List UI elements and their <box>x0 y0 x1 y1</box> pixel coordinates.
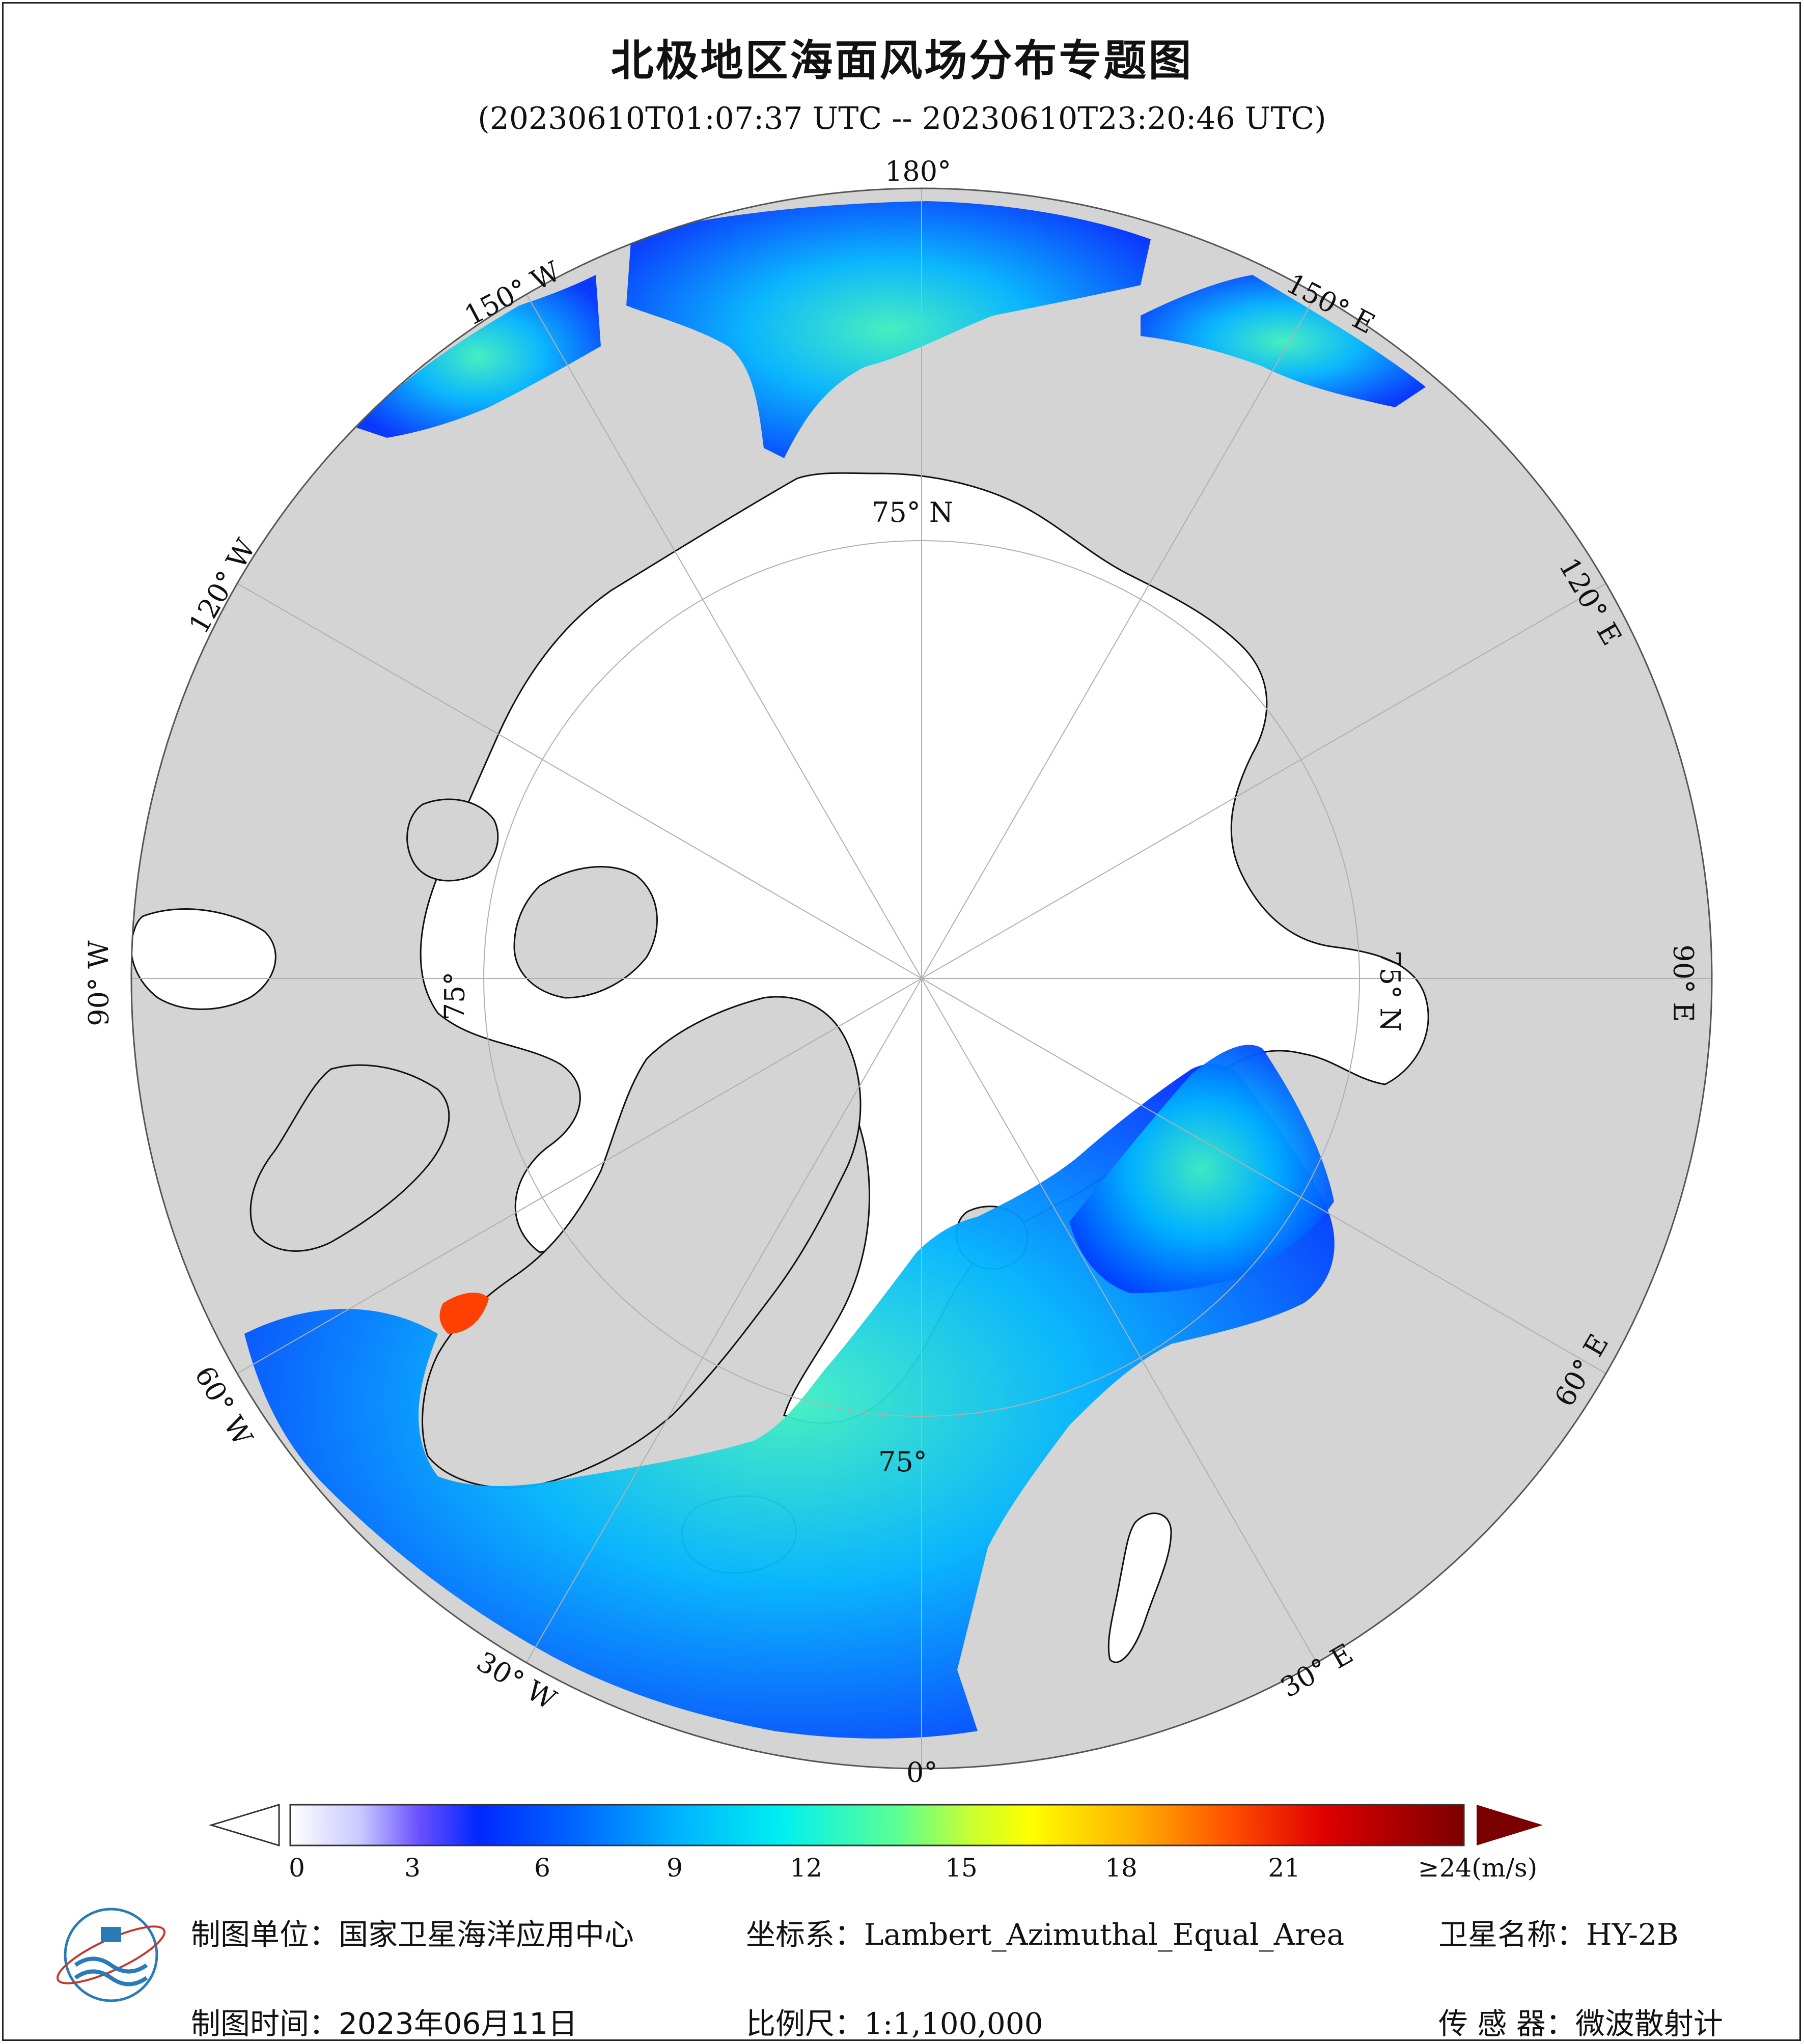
label-lon-180: 180° <box>885 155 952 187</box>
hudson-bay <box>131 908 276 1010</box>
colorbar-tick-18: 18 <box>1105 1853 1137 1883</box>
colorbar-under-arrow <box>208 1803 280 1847</box>
colorbar-over-arrow <box>1477 1805 1543 1845</box>
label-lon-0: 0° <box>906 1756 938 1788</box>
footer-sensor-label: 传 感 器： <box>1438 2006 1575 2041</box>
colorbar-tick-21: 21 <box>1268 1853 1300 1883</box>
colorbar-tick-3: 3 <box>404 1853 421 1883</box>
label-lon-90e: 90° E <box>1667 944 1700 1022</box>
colorbar-tick-12: 12 <box>790 1853 822 1883</box>
footer-unit: 制图单位：国家卫星海洋应用中心 <box>191 1911 634 1953</box>
colorbar-tick-6: 6 <box>534 1853 550 1883</box>
wind-swath-north-atlantic <box>244 1063 1335 1739</box>
footer-scale-value: 1:1,100,000 <box>864 2006 1043 2041</box>
colorbar-ramp <box>289 1804 1465 1846</box>
baltic-sea <box>1107 1513 1172 1663</box>
footer-crs-value: Lambert_Azimuthal_Equal_Area <box>864 1917 1345 1952</box>
baffin-island <box>249 1064 450 1252</box>
footer-crs: 坐标系：Lambert_Azimuthal_Equal_Area <box>746 1911 1344 1953</box>
footer-sensor-value: 微波散射计 <box>1575 2006 1723 2041</box>
nsoas-logo <box>57 1908 165 2002</box>
colorbar-tick-9: 9 <box>667 1853 683 1883</box>
footer-crs-label: 坐标系： <box>746 1917 865 1952</box>
map-subtitle: (20230610T01:07:37 UTC -- 20230610T23:20… <box>478 101 1326 136</box>
footer-sensor: 传 感 器：微波散射计 <box>1438 2000 1723 2042</box>
colorbar-tick-15: 15 <box>945 1853 978 1883</box>
high-wind-patch <box>439 1293 489 1334</box>
footer-scale-label: 比例尺： <box>746 2006 865 2041</box>
footer-date: 制图时间：2023年06月11日 <box>191 2000 577 2042</box>
label-lat-75-bottom: 75° <box>878 1446 927 1478</box>
map-title: 北极地区海面风场分布专题图 <box>610 36 1194 86</box>
wind-swath-okhotsk <box>1141 275 1426 407</box>
footer-satellite: 卫星名称：HY-2B <box>1438 1911 1679 1953</box>
ellesmere-island <box>513 866 658 999</box>
colorbar-tick-0: 0 <box>289 1853 305 1883</box>
graticule-lines <box>131 188 1712 1769</box>
wind-swath-barents <box>1069 1045 1334 1293</box>
footer-date-label: 制图时间： <box>191 2006 339 2041</box>
label-lat-75n-right: 75° N <box>1374 950 1406 1032</box>
wind-swath-bering <box>626 201 1151 458</box>
wind-swath-gulf-alaska <box>356 275 601 438</box>
footer-satellite-value: HY-2B <box>1586 1917 1679 1952</box>
footer-unit-value: 国家卫星海洋应用中心 <box>339 1917 634 1952</box>
label-lat-75-left: 75° <box>438 971 471 1021</box>
footer-satellite-label: 卫星名称： <box>1438 1917 1587 1952</box>
footer-unit-label: 制图单位： <box>191 1917 339 1952</box>
footer-date-value: 2023年06月11日 <box>339 2006 578 2041</box>
label-lat-75n-top: 75° N <box>872 496 954 528</box>
colorbar-tick-24: ≥24(m/s) <box>1418 1853 1538 1883</box>
colorbar <box>208 1803 1543 1847</box>
footer-scale: 比例尺：1:1,100,000 <box>746 2000 1043 2042</box>
map-disc-border <box>130 187 1713 1770</box>
greenland-land <box>422 996 862 1489</box>
label-lon-90w: 90° W <box>82 940 115 1026</box>
victoria-island <box>406 798 499 882</box>
